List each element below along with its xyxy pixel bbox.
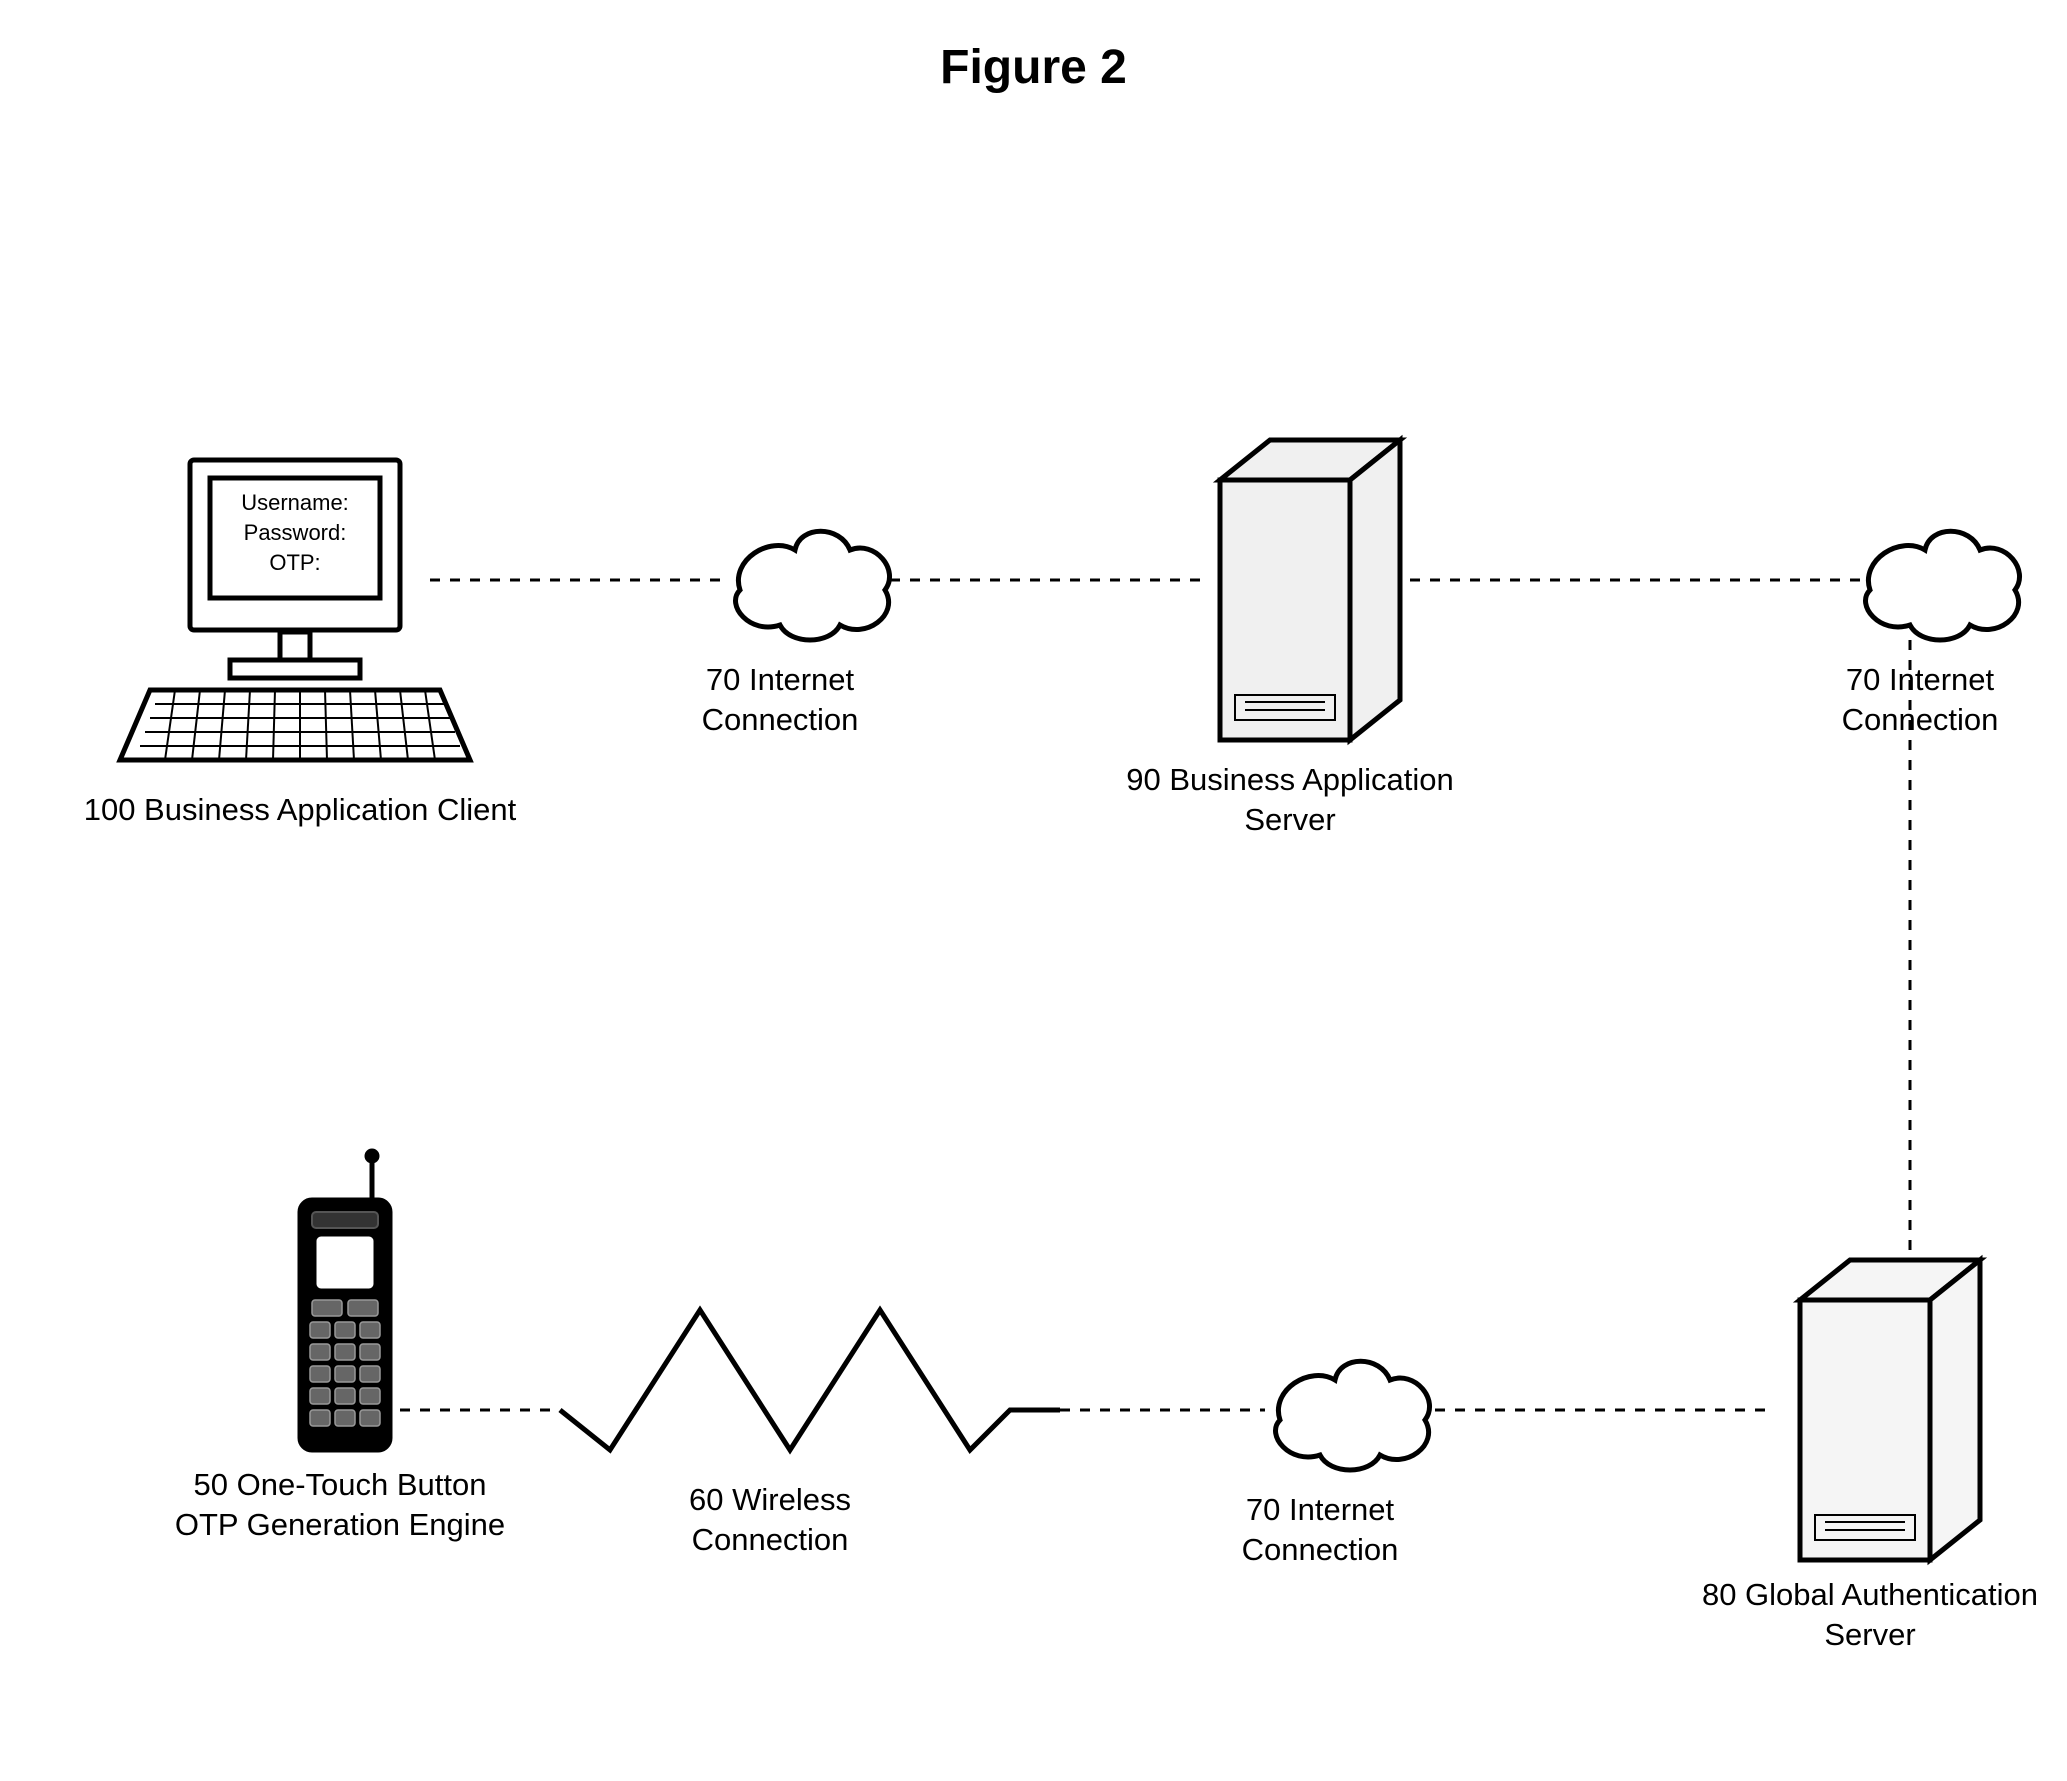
screen-line-3: OTP: [269,550,320,575]
screen-line-1: Username: [241,490,349,515]
client-label-text: 100 Business Application Client [84,792,517,827]
cloud2-label-line2: Connection [1842,702,1999,737]
wireless-zigzag-icon [560,1310,1060,1450]
client-label: 100 Business Application Client [60,790,540,830]
cloud2-icon [1866,531,2020,640]
authserver-label-line2: Server [1824,1617,1915,1652]
wireless-label-line2: Connection [692,1522,849,1557]
cloud3-label-line2: Connection [1242,1532,1399,1567]
mobile-phone-icon [300,1151,390,1450]
auth-server-icon [1800,1260,1980,1560]
cloud1-icon [736,531,890,640]
cloud2-label: 70 Internet Connection [1790,660,2050,741]
cloud1-label-line2: Connection [702,702,859,737]
biz-server-icon [1220,440,1400,740]
cloud3-label-line1: 70 Internet [1246,1492,1394,1527]
cloud3-icon [1276,1361,1430,1470]
cloud1-label-line1: 70 Internet [706,662,854,697]
cloud3-label: 70 Internet Connection [1190,1490,1450,1571]
authserver-label-line1: 80 Global Authentication [1702,1577,2038,1612]
bizserver-label-line2: Server [1244,802,1335,837]
phone-label: 50 One-Touch Button OTP Generation Engin… [130,1465,550,1546]
wireless-label-line1: 60 Wireless [689,1482,851,1517]
wireless-label: 60 Wireless Connection [620,1480,920,1561]
cloud2-label-line1: 70 Internet [1846,662,1994,697]
phone-label-line1: 50 One-Touch Button [194,1467,487,1502]
bizserver-label: 90 Business Application Server [1090,760,1490,841]
phone-label-line2: OTP Generation Engine [175,1507,505,1542]
bizserver-label-line1: 90 Business Application [1126,762,1453,797]
authserver-label: 80 Global Authentication Server [1670,1575,2067,1656]
screen-line-2: Password: [244,520,347,545]
cloud1-label: 70 Internet Connection [640,660,920,741]
connections-group [400,580,1910,1410]
